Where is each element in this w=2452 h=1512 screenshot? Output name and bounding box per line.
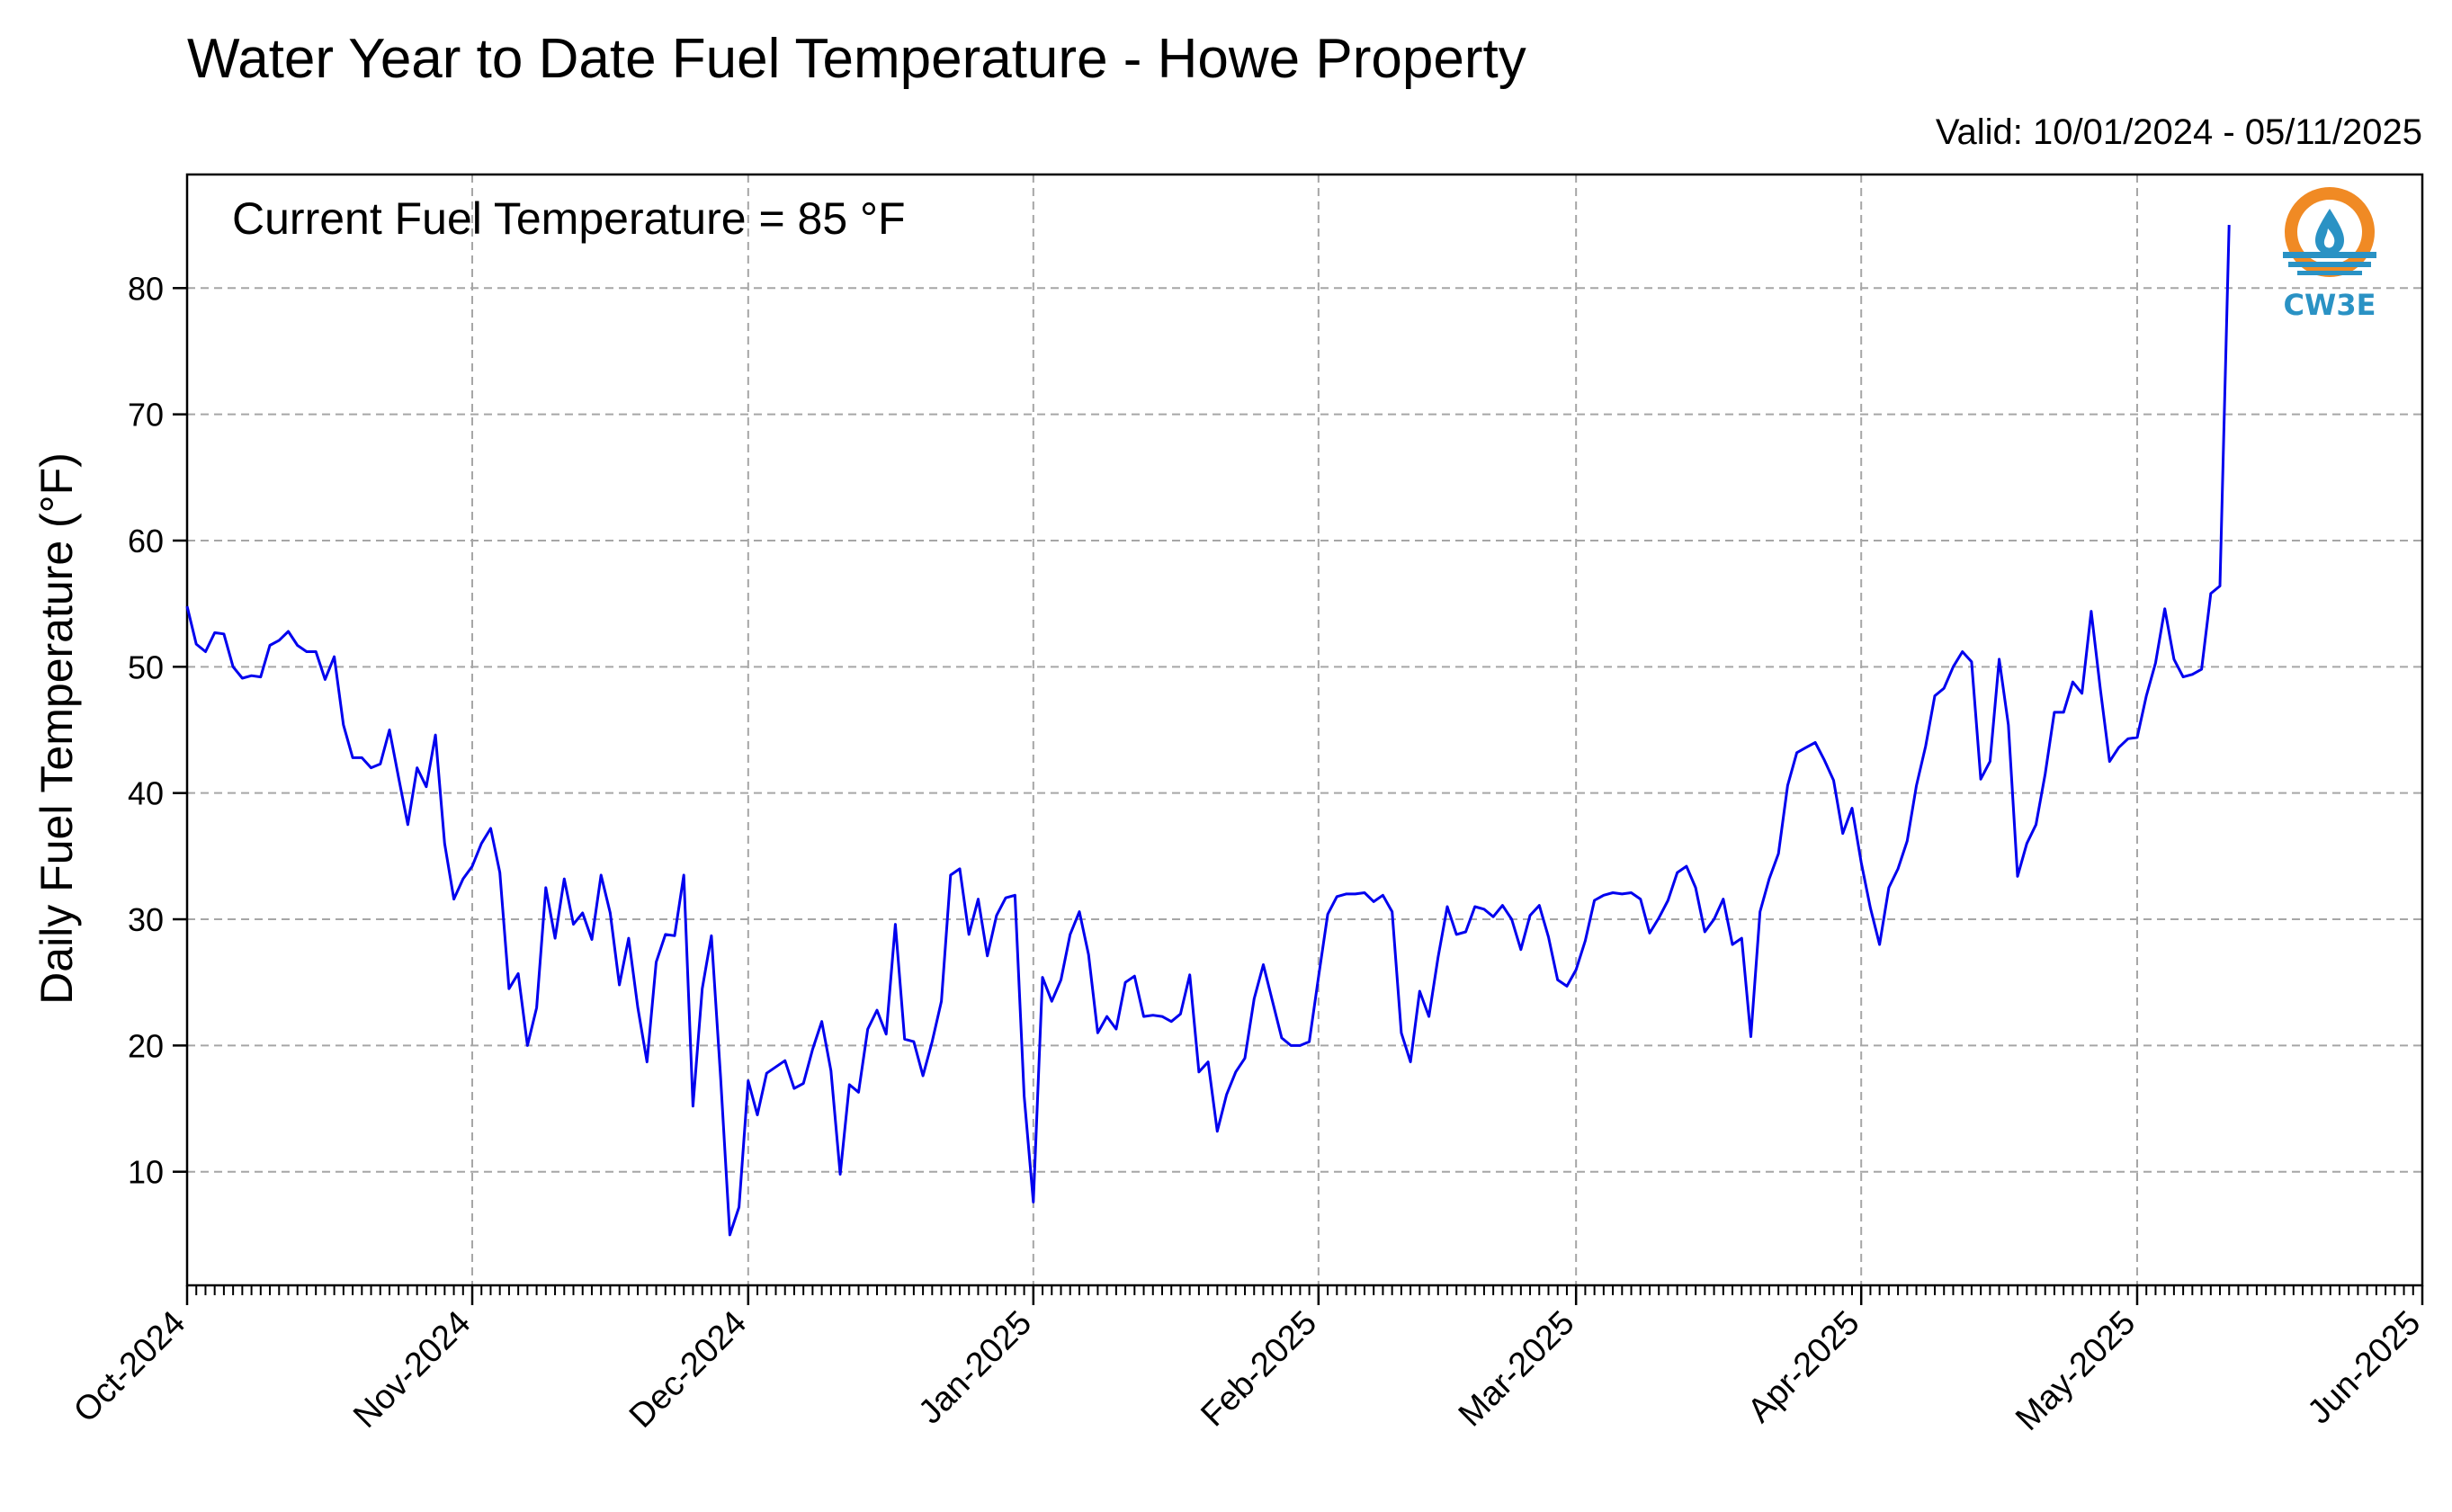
valid-range: Valid: 10/01/2024 - 05/11/2025: [1936, 112, 2422, 152]
chart-title: Water Year to Date Fuel Temperature - Ho…: [187, 28, 1526, 90]
x-tick-label: Jun-2025: [2301, 1304, 2429, 1432]
y-tick-label: 80: [128, 270, 164, 307]
fuel-temperature-line: [185, 225, 2231, 1237]
y-tick-label: 70: [128, 397, 164, 434]
current-value-annotation: Current Fuel Temperature = 85 °F: [232, 193, 906, 244]
x-tick-label: Jan-2025: [911, 1304, 1039, 1432]
y-tick-label: 60: [128, 523, 164, 559]
y-tick-label: 40: [128, 775, 164, 812]
x-tick-label: Oct-2024: [67, 1304, 192, 1430]
x-tick-label: Mar-2025: [1452, 1304, 1582, 1435]
series-layer: [185, 225, 2231, 1237]
x-tick-label: Feb-2025: [1194, 1304, 1324, 1435]
x-tick-label: Dec-2024: [622, 1304, 754, 1436]
y-tick-label: 30: [128, 901, 164, 938]
y-tick-label: 20: [128, 1027, 164, 1064]
x-tick-label: Nov-2024: [346, 1304, 478, 1436]
axis-ticks: [173, 287, 2424, 1305]
y-tick-label: 50: [128, 649, 164, 685]
logo-text: CW3E: [2284, 288, 2376, 322]
grid: [187, 174, 2422, 1285]
x-tick-label: Apr-2025: [1741, 1304, 1866, 1430]
y-tick-label: 10: [128, 1154, 164, 1191]
cw3e-logo: CW3E: [2283, 187, 2376, 322]
x-tick-label: May-2025: [2009, 1304, 2143, 1438]
axis-tick-labels: 10 20 30 40 50 60 70 80 Oct-2024 Nov-2024 Dec-2024…: [67, 270, 2428, 1438]
y-axis-label: Daily Fuel Temperature (°F): [31, 452, 82, 1005]
plot-frame: [185, 173, 2424, 1287]
